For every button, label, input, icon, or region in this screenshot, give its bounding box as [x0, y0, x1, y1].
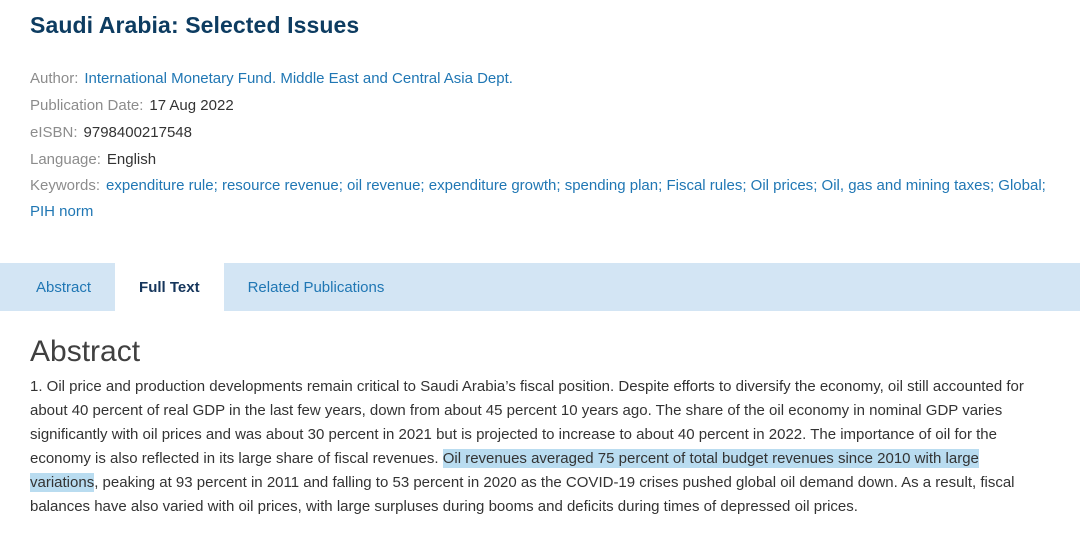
- keyword-link[interactable]: resource revenue: [221, 177, 339, 194]
- publication-header: Saudi Arabia: Selected Issues Author: Int…: [0, 0, 1080, 225]
- abstract-text-after: , peaking at 93 percent in 2011 and fall…: [30, 474, 1015, 515]
- language-value: English: [106, 151, 157, 168]
- keyword-separator: ;: [213, 177, 222, 194]
- keyword-link[interactable]: Global: [998, 177, 1042, 194]
- eisbn-row: eISBN: 9798400217548: [30, 119, 1050, 146]
- keyword-link[interactable]: expenditure rule: [106, 177, 214, 194]
- keyword-link[interactable]: expenditure growth: [428, 177, 557, 194]
- abstract-text-before: 1. Oil price and production developments…: [30, 378, 1024, 467]
- keyword-link[interactable]: Oil, gas and mining taxes: [821, 177, 990, 194]
- tab-full-text[interactable]: Full Text: [115, 263, 224, 311]
- keyword-separator: ;: [420, 177, 429, 194]
- author-link[interactable]: International Monetary Fund. Middle East…: [84, 70, 513, 87]
- eisbn-value: 9798400217548: [83, 124, 192, 141]
- keyword-link[interactable]: spending plan: [564, 177, 659, 194]
- keyword-separator: ;: [742, 177, 751, 194]
- page-title: Saudi Arabia: Selected Issues: [30, 12, 360, 38]
- tab-bar: Abstract Full Text Related Publications: [0, 263, 1080, 311]
- tab-related-publications[interactable]: Related Publications: [247, 278, 385, 296]
- keyword-separator: ;: [556, 177, 565, 194]
- keywords-list: expenditure rule; resource revenue; oil …: [30, 177, 1046, 220]
- abstract-section: Abstract 1. Oil price and production dev…: [0, 311, 1080, 519]
- author-label: Author:: [30, 70, 79, 87]
- keyword-link[interactable]: PIH norm: [30, 203, 94, 220]
- keyword-separator: ;: [989, 177, 999, 194]
- author-row: Author: International Monetary Fund. Midd…: [30, 65, 1050, 92]
- publication-date-row: Publication Date: 17 Aug 2022: [30, 92, 1050, 119]
- keyword-link[interactable]: oil revenue: [347, 177, 421, 194]
- abstract-heading: Abstract: [30, 335, 141, 368]
- keyword-link[interactable]: Fiscal rules: [666, 177, 743, 194]
- tab-abstract[interactable]: Abstract: [36, 278, 92, 296]
- keyword-separator: ;: [338, 177, 348, 194]
- keyword-separator: ;: [1041, 177, 1046, 194]
- metadata-block: Author: International Monetary Fund. Midd…: [30, 65, 1050, 225]
- keyword-separator: ;: [658, 177, 667, 194]
- keywords-row: Keywords: expenditure rule; resource reve…: [30, 173, 1050, 225]
- language-label: Language:: [30, 151, 101, 168]
- publication-date-label: Publication Date:: [30, 97, 144, 114]
- language-row: Language: English: [30, 146, 1050, 173]
- keyword-separator: ;: [813, 177, 822, 194]
- publication-date-value: 17 Aug 2022: [149, 97, 234, 114]
- keyword-link[interactable]: Oil prices: [750, 177, 814, 194]
- eisbn-label: eISBN:: [30, 124, 78, 141]
- abstract-paragraph: 1. Oil price and production developments…: [30, 375, 1050, 519]
- keywords-label: Keywords:: [30, 177, 101, 194]
